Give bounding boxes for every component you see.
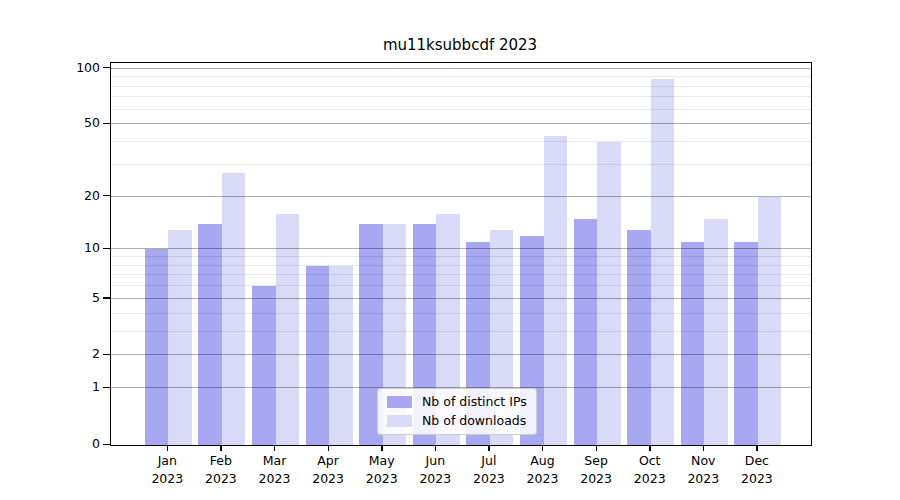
x-tick-label: Jan 2023: [151, 452, 183, 487]
bar: [597, 142, 621, 445]
figure: mu11ksubbcdf 2023 Nb of distinct IPs Nb …: [0, 0, 900, 500]
x-tick-label: May 2023: [366, 452, 398, 487]
legend: Nb of distinct IPs Nb of downloads: [377, 388, 537, 435]
gridline-minor: [111, 164, 811, 165]
y-tick-mark: [103, 67, 110, 68]
chart-title: mu11ksubbcdf 2023: [110, 36, 810, 54]
y-tick-label: 0: [0, 438, 100, 451]
gridline-minor: [111, 141, 811, 142]
y-tick-label: 20: [0, 189, 100, 202]
gridline-minor: [111, 76, 811, 77]
gridline-minor: [111, 285, 811, 286]
bar: [651, 79, 675, 445]
y-tick-mark: [103, 248, 110, 249]
bar: [734, 242, 758, 445]
x-tick-mark: [220, 445, 221, 451]
x-tick-label: Jul 2023: [473, 452, 505, 487]
bar: [544, 136, 568, 445]
x-tick-label: Nov 2023: [687, 452, 719, 487]
legend-label-distinct-ips: Nb of distinct IPs: [422, 395, 527, 409]
x-tick-label: Feb 2023: [205, 452, 237, 487]
x-tick-mark: [703, 445, 704, 451]
bar: [681, 242, 705, 445]
x-tick-mark: [596, 445, 597, 451]
bar: [574, 219, 598, 445]
bar: [252, 286, 276, 445]
gridline-minor: [111, 109, 811, 110]
x-tick-label: Jun 2023: [419, 452, 451, 487]
gridline-minor: [111, 86, 811, 87]
y-tick-mark: [103, 123, 110, 124]
y-tick-mark: [103, 354, 110, 355]
x-tick-mark: [542, 445, 543, 451]
bar: [168, 230, 192, 445]
bar: [222, 173, 246, 445]
bar: [627, 230, 651, 445]
y-tick-label: 100: [0, 61, 100, 74]
x-tick-mark: [488, 445, 489, 451]
x-tick-mark: [756, 445, 757, 451]
gridline-major: [111, 354, 811, 355]
x-tick-mark: [167, 445, 168, 451]
y-tick-label: 5: [0, 292, 100, 305]
y-tick-mark: [103, 387, 110, 388]
bar: [145, 249, 169, 445]
legend-item-downloads: Nb of downloads: [387, 414, 527, 428]
x-tick-label: Sep 2023: [580, 452, 612, 487]
gridline-major: [111, 123, 811, 124]
x-tick-mark: [328, 445, 329, 451]
y-tick-mark: [103, 297, 110, 298]
legend-item-distinct-ips: Nb of distinct IPs: [387, 395, 527, 409]
gridline-major: [111, 298, 811, 299]
x-tick-label: Aug 2023: [527, 452, 559, 487]
bar: [198, 224, 222, 445]
y-tick-mark: [103, 195, 110, 196]
gridline-minor: [111, 274, 811, 275]
y-tick-label: 1: [0, 381, 100, 394]
plot-area: Nb of distinct IPs Nb of downloads: [110, 62, 812, 446]
gridline-minor: [111, 256, 811, 257]
y-tick-label: 10: [0, 242, 100, 255]
gridline-major: [111, 68, 811, 69]
x-tick-mark: [381, 445, 382, 451]
x-tick-mark: [649, 445, 650, 451]
x-tick-label: Apr 2023: [312, 452, 344, 487]
gridline-minor: [111, 313, 811, 314]
gridline-major: [111, 196, 811, 197]
y-tick-label: 50: [0, 117, 100, 130]
legend-swatch-downloads: [387, 415, 412, 428]
gridline-minor: [111, 265, 811, 266]
x-tick-label: Oct 2023: [634, 452, 666, 487]
bar: [704, 219, 728, 445]
x-tick-label: Dec 2023: [741, 452, 773, 487]
x-tick-mark: [274, 445, 275, 451]
x-tick-mark: [435, 445, 436, 451]
bar: [758, 197, 782, 445]
gridline-major: [111, 248, 811, 249]
legend-label-downloads: Nb of downloads: [422, 414, 526, 428]
y-tick-label: 2: [0, 348, 100, 361]
legend-swatch-distinct-ips: [387, 396, 412, 409]
x-tick-label: Mar 2023: [259, 452, 291, 487]
gridline-minor: [111, 331, 811, 332]
y-tick-mark: [103, 444, 110, 445]
gridline-minor: [111, 96, 811, 97]
